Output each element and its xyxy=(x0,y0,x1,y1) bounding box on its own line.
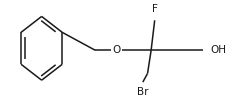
Text: OH: OH xyxy=(211,45,227,55)
Text: F: F xyxy=(152,4,158,14)
Text: Br: Br xyxy=(137,87,149,97)
Text: O: O xyxy=(113,45,121,55)
